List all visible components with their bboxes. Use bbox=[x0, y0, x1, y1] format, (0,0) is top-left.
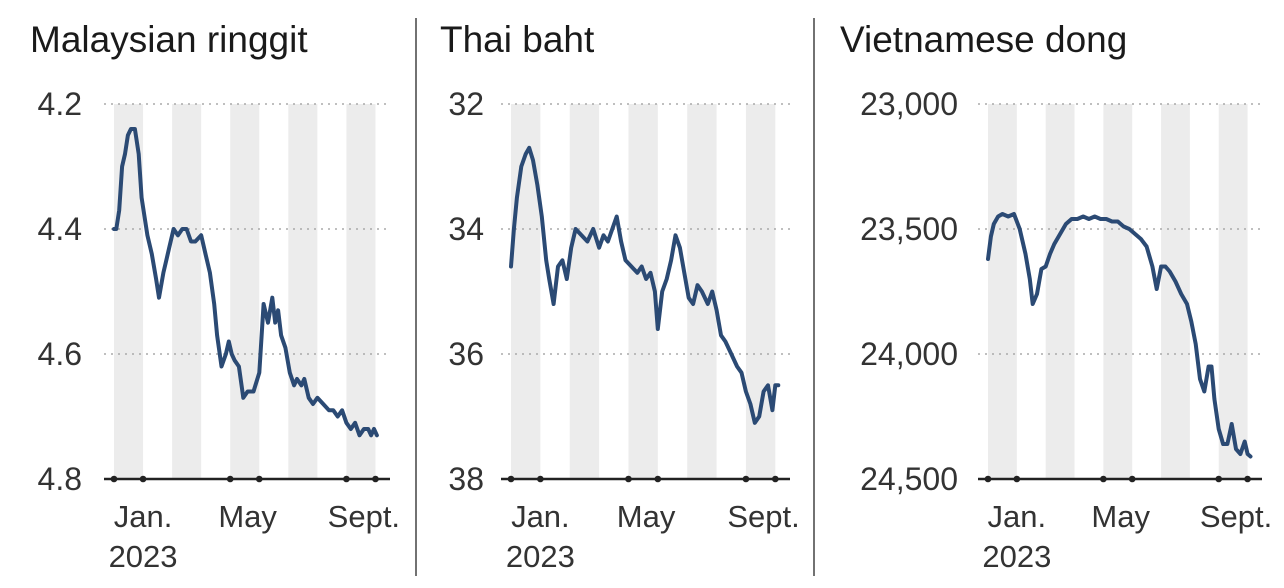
month-band bbox=[172, 104, 202, 479]
month-band bbox=[569, 104, 600, 479]
x-tick-label: Jan. bbox=[988, 499, 1047, 534]
y-tick-label: 38 bbox=[448, 461, 484, 497]
month-tick-dot bbox=[984, 475, 992, 483]
x-tick-label: May bbox=[1091, 499, 1150, 534]
x-tick-label: Jan. bbox=[511, 499, 570, 534]
month-band bbox=[1218, 104, 1248, 479]
month-tick-dot bbox=[372, 475, 379, 483]
month-band bbox=[230, 104, 260, 479]
month-tick-dot bbox=[226, 475, 234, 483]
x-year-label: 2023 bbox=[982, 539, 1051, 574]
month-tick-dot bbox=[742, 475, 750, 483]
x-tick-label: May bbox=[617, 499, 676, 534]
x-tick-label: Jan. bbox=[114, 499, 173, 534]
x-tick-label: May bbox=[218, 499, 277, 534]
chart-title: Vietnamese dong bbox=[840, 19, 1127, 60]
month-band bbox=[1161, 104, 1190, 479]
month-band bbox=[988, 104, 1017, 479]
y-tick-label: 23,000 bbox=[860, 86, 958, 122]
month-band bbox=[288, 104, 318, 479]
chart-title: Thai baht bbox=[440, 19, 595, 60]
month-tick-dot bbox=[343, 475, 350, 483]
month-tick-dot bbox=[1013, 475, 1021, 483]
x-tick-label: Sept. bbox=[1200, 499, 1272, 534]
month-tick-dot bbox=[1244, 475, 1251, 483]
y-tick-label: 36 bbox=[448, 336, 484, 372]
y-tick-label: 4.2 bbox=[38, 86, 82, 122]
month-tick-dot bbox=[1128, 475, 1136, 483]
y-tick-label: 24,000 bbox=[860, 336, 958, 372]
month-tick-dot bbox=[654, 475, 662, 483]
series-line bbox=[986, 212, 1253, 459]
series-line bbox=[509, 145, 781, 425]
month-tick-dot bbox=[255, 475, 263, 483]
y-tick-label: 4.6 bbox=[38, 336, 82, 372]
month-band bbox=[1103, 104, 1133, 479]
y-tick-label: 4.8 bbox=[38, 461, 82, 497]
month-tick-dot bbox=[772, 475, 779, 483]
month-tick-dot bbox=[537, 475, 544, 483]
series-line bbox=[112, 127, 379, 438]
x-tick-label: Sept. bbox=[328, 499, 400, 534]
month-tick-dot bbox=[1215, 475, 1223, 483]
chart-title: Malaysian ringgit bbox=[30, 19, 308, 60]
x-year-label: 2023 bbox=[109, 539, 178, 574]
month-band bbox=[745, 104, 776, 479]
y-tick-label: 32 bbox=[448, 86, 484, 122]
x-year-label: 2023 bbox=[506, 539, 575, 574]
month-band bbox=[511, 104, 541, 479]
month-tick-dot bbox=[1100, 475, 1107, 483]
month-band bbox=[346, 104, 376, 479]
y-tick-label: 34 bbox=[448, 211, 484, 247]
month-band bbox=[1045, 104, 1075, 479]
month-tick-dot bbox=[507, 475, 515, 483]
month-tick-dot bbox=[625, 475, 632, 483]
y-tick-label: 4.4 bbox=[38, 211, 82, 247]
x-tick-label: Sept. bbox=[727, 499, 799, 534]
y-tick-label: 24,500 bbox=[860, 461, 958, 497]
month-tick-dot bbox=[110, 475, 118, 483]
month-tick-dot bbox=[139, 475, 147, 483]
y-tick-label: 23,500 bbox=[860, 211, 958, 247]
